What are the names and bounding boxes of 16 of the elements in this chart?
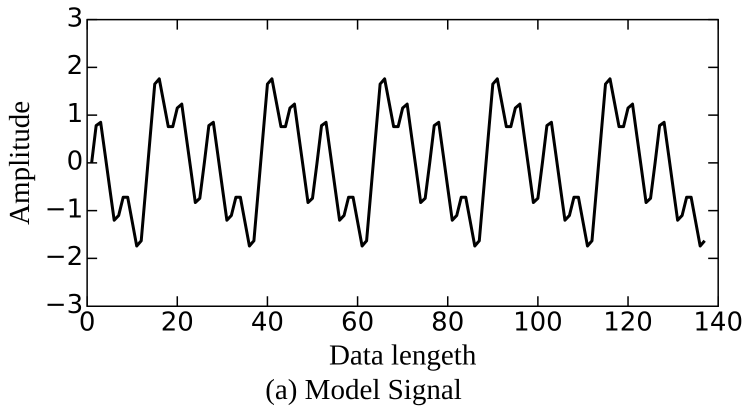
y-tick-label: 3 xyxy=(66,3,84,34)
y-axis-title: Amplitude xyxy=(4,100,36,225)
y-tick-label: 0 xyxy=(66,146,84,177)
text: (a) Model Signal xyxy=(265,374,462,406)
x-axis-title: Data lengeth xyxy=(328,339,477,372)
x-tick-label: 140 xyxy=(693,308,744,338)
y-tick-label: 2 xyxy=(66,51,84,82)
y-tick-label: −1 xyxy=(44,194,84,224)
y-tick-label: −2 xyxy=(44,242,84,272)
x-tick-label: 60 xyxy=(341,308,374,338)
x-tick-label: 20 xyxy=(160,308,194,338)
x-tick-label: 80 xyxy=(431,308,464,338)
y-tick-label: 1 xyxy=(66,98,84,129)
x-tick-label: 120 xyxy=(603,308,653,338)
x-tick-label: 100 xyxy=(513,308,563,338)
x-tick-label: 40 xyxy=(250,308,284,338)
